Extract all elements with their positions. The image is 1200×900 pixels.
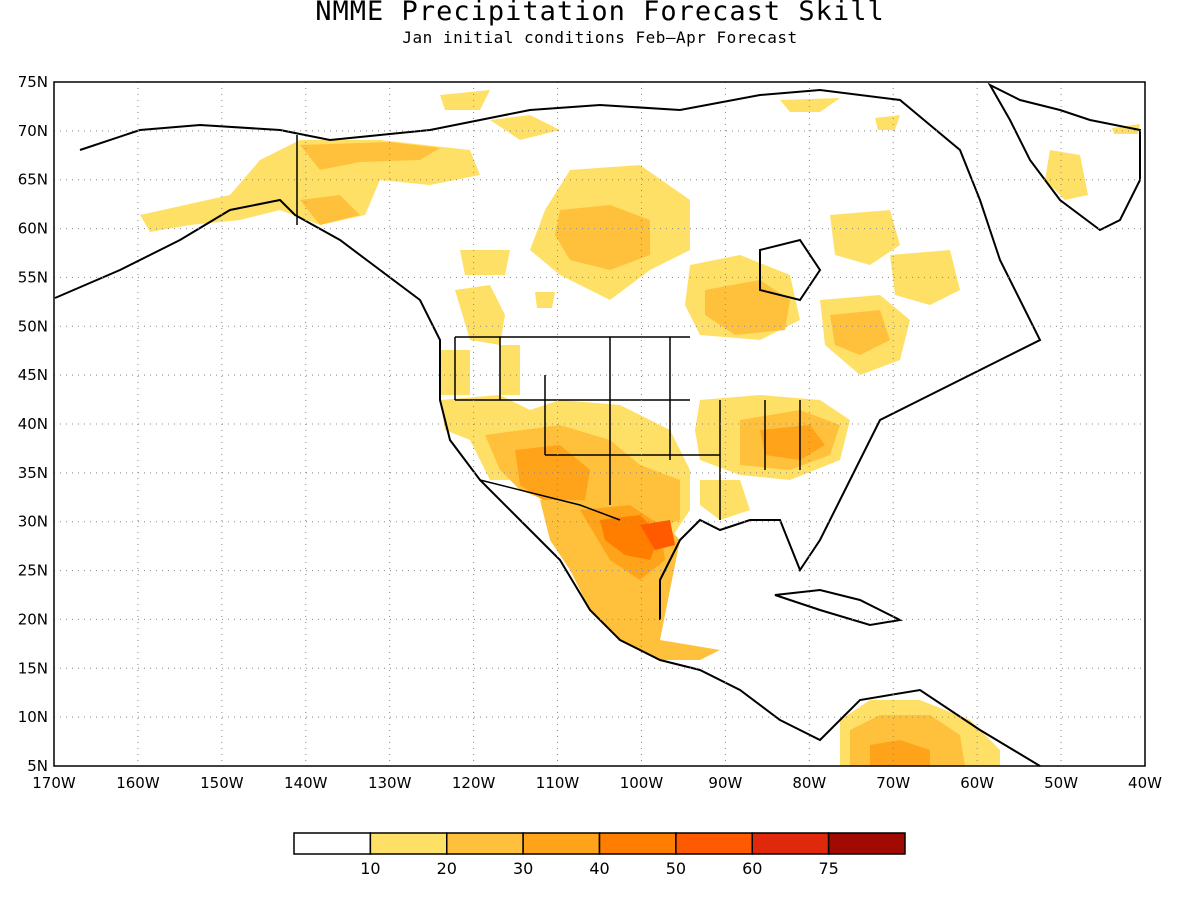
longitude-labels: 170W 160W 150W 140W 130W 120W 110W 100W 90W 80W 70…	[32, 774, 1162, 792]
colorbar-label: 50	[666, 859, 686, 878]
map-subtitle: Jan initial conditions Feb—Apr Forecast	[402, 28, 798, 47]
gridlines	[54, 82, 1145, 766]
country-borders	[296, 135, 801, 521]
lat-tick-label: 70N	[18, 122, 48, 140]
colorbar-swatch	[827, 832, 906, 855]
lat-tick-label: 45N	[18, 366, 48, 384]
lat-tick-label: 35N	[18, 464, 48, 482]
lon-tick-label: 120W	[452, 774, 496, 792]
lon-tick-label: 130W	[368, 774, 412, 792]
lon-tick-label: 110W	[536, 774, 580, 792]
colorbar-swatch	[293, 832, 372, 855]
colorbar: 10 20 30 40 50 60 75	[293, 832, 906, 878]
latitude-labels: 75N 70N 65N 60N 55N 50N 45N 40N 35N 30N 25N 20N 15N 1…	[18, 73, 48, 775]
lat-tick-label: 60N	[18, 220, 48, 238]
lon-tick-label: 90W	[708, 774, 742, 792]
colorbar-label: 60	[742, 859, 762, 878]
colorbar-label: 20	[437, 859, 457, 878]
lat-tick-label: 40N	[18, 415, 48, 433]
lon-tick-label: 150W	[200, 774, 244, 792]
lat-tick-label: 10N	[18, 708, 48, 726]
colorbar-swatch	[751, 832, 830, 855]
lon-tick-label: 60W	[960, 774, 994, 792]
colorbar-swatch	[522, 832, 601, 855]
lat-tick-label: 55N	[18, 268, 48, 286]
colorbar-label: 75	[818, 859, 838, 878]
colorbar-swatch	[369, 832, 448, 855]
lat-tick-label: 20N	[18, 610, 48, 628]
lat-tick-label: 75N	[18, 73, 48, 91]
lon-tick-label: 100W	[620, 774, 664, 792]
lon-tick-label: 140W	[284, 774, 328, 792]
lon-tick-label: 170W	[32, 774, 76, 792]
colorbar-label: 10	[360, 859, 380, 878]
lat-tick-label: 15N	[18, 659, 48, 677]
colorbar-swatch	[446, 832, 524, 855]
colorbar-swatch	[675, 832, 753, 855]
map-title: NMME Precipitation Forecast Skill	[315, 0, 885, 27]
colorbar-label: 30	[513, 859, 533, 878]
map-frame	[53, 81, 1146, 767]
lat-tick-label: 5N	[27, 757, 48, 775]
lat-tick-label: 30N	[18, 513, 48, 531]
lat-tick-label: 25N	[18, 562, 48, 580]
lon-tick-label: 80W	[792, 774, 826, 792]
colorbar-swatch	[598, 832, 677, 855]
lon-tick-label: 40W	[1128, 774, 1162, 792]
lat-tick-label: 50N	[18, 317, 48, 335]
colorbar-label: 40	[589, 859, 609, 878]
skill-shading	[140, 90, 1140, 766]
lon-tick-label: 160W	[116, 774, 160, 792]
lon-tick-label: 50W	[1044, 774, 1078, 792]
lat-tick-label: 65N	[18, 171, 48, 189]
lon-tick-label: 70W	[876, 774, 910, 792]
coastlines	[54, 82, 1141, 767]
